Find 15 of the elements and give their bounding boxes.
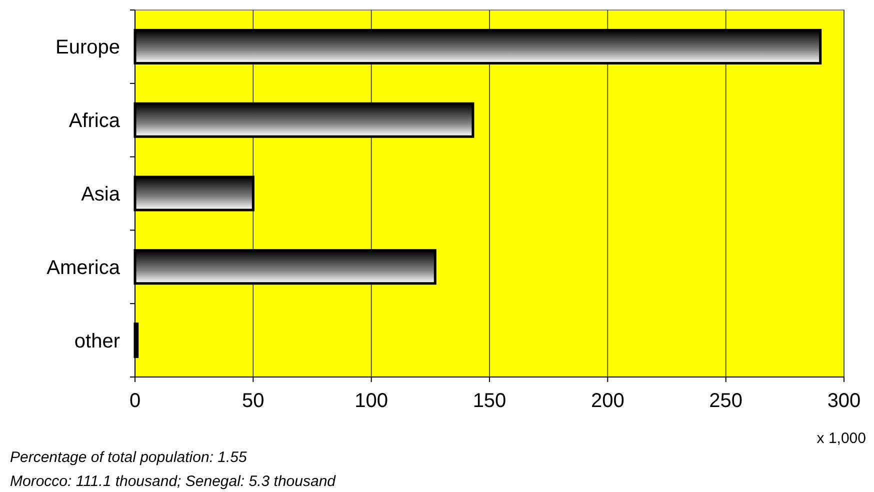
- y-tick-label: other: [74, 330, 120, 352]
- y-tick-label: Europe: [56, 36, 120, 59]
- y-tick-label: Africa: [68, 110, 121, 132]
- x-axis-title: x 1,000: [816, 430, 866, 447]
- x-tick-label: 0: [129, 390, 141, 412]
- x-tick-label: 100: [354, 390, 388, 412]
- x-tick-label: 50: [242, 390, 264, 412]
- x-tick-label: 300: [827, 390, 861, 412]
- x-tick-label: 200: [590, 390, 624, 412]
- y-tick-label: Asia: [81, 184, 121, 206]
- text: Morocco: 111.1 thousand; Senegal: 5.3 thousand: [10, 473, 336, 490]
- x-tick-label: 150: [472, 390, 506, 412]
- text: Percentage of total population: 1.55: [10, 449, 248, 466]
- y-tick-label: America: [46, 256, 121, 279]
- x-tick-label: 250: [709, 390, 743, 412]
